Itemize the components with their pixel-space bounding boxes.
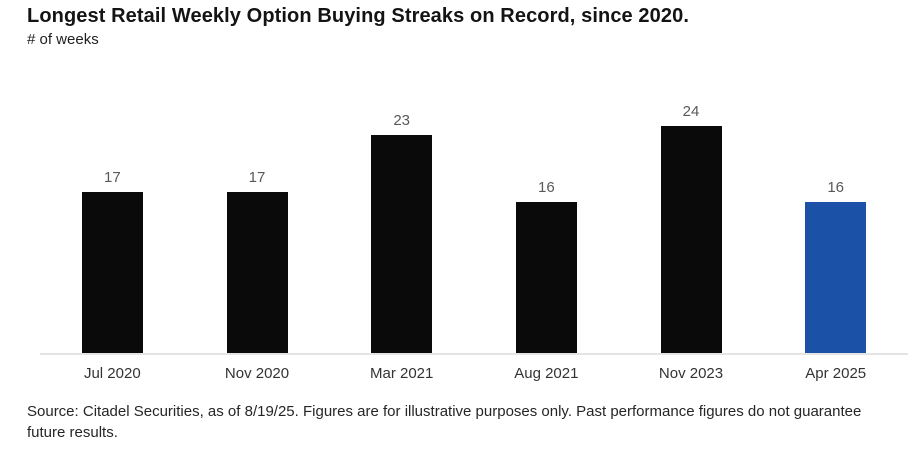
x-axis-tick-labels: Jul 2020 Nov 2020 Mar 2021 Aug 2021 Nov 2023… <box>40 365 908 382</box>
bar-value-label: 16 <box>538 179 555 196</box>
bar <box>81 192 143 353</box>
bar-group: 24 <box>619 90 764 353</box>
bar-group: 16 <box>763 90 908 353</box>
bar-value-label: 23 <box>393 112 411 129</box>
x-axis-tick-label: Nov 2023 <box>658 365 724 382</box>
bar <box>805 202 867 353</box>
bar <box>226 192 288 353</box>
chart-title: Longest Retail Weekly Option Buying Stre… <box>27 5 689 27</box>
bar-value-label: 17 <box>103 169 121 186</box>
source-note: Source: Citadel Securities, as of 8/19/2… <box>27 403 862 441</box>
bar-group: 23 <box>329 90 474 353</box>
bar <box>515 202 577 353</box>
x-axis-line: 17 17 23 16 24 16 <box>40 90 908 355</box>
bar-group: 16 <box>474 90 619 353</box>
x-axis-tick-label: Jul 2020 <box>83 365 141 382</box>
bar-group: 17 <box>40 90 185 353</box>
x-axis-tick-label: Nov 2020 <box>224 365 290 382</box>
bar-value-label: 17 <box>248 169 266 186</box>
bar-group: 17 <box>185 90 330 353</box>
bar-value-label: 16 <box>827 179 845 196</box>
bar-value-label: 24 <box>682 103 700 120</box>
x-axis-tick-label: Aug 2021 <box>514 365 579 382</box>
bar <box>660 126 722 353</box>
bar <box>371 135 433 353</box>
x-axis-tick-label: Apr 2025 <box>805 365 867 382</box>
bar-chart-plot: 17 17 23 16 24 16 Jul 2020 Nov 2020 Mar 2021 Aug… <box>40 90 908 382</box>
chart-subtitle: # of weeks <box>27 31 99 48</box>
x-axis-tick-label: Mar 2021 <box>369 365 434 382</box>
